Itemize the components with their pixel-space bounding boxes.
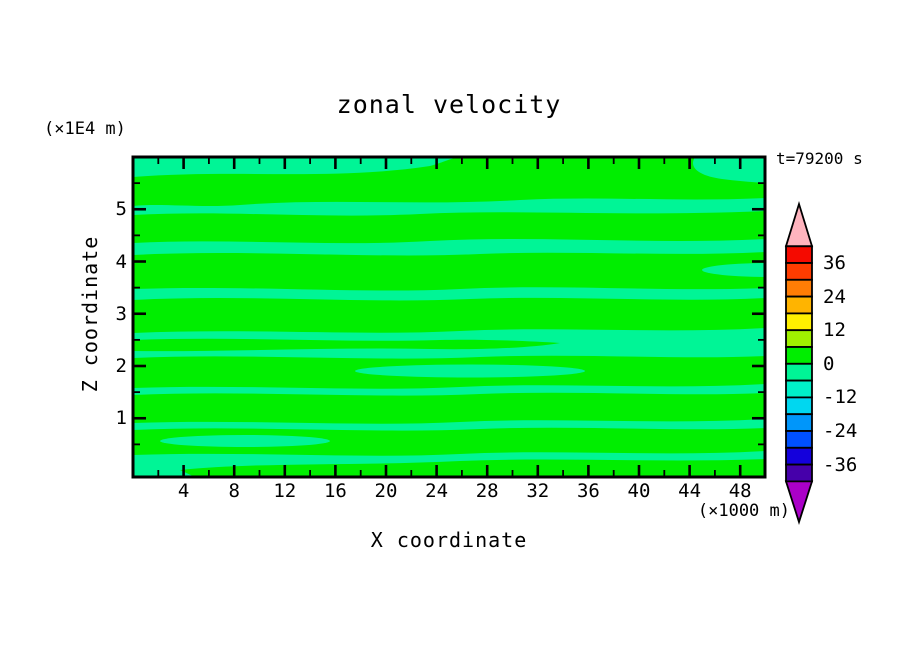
- x-tick-label: 44: [678, 480, 702, 502]
- colorbar-segment: [785, 346, 813, 365]
- axis-ticks: [133, 157, 765, 477]
- colorbar-tick-label: 12: [823, 319, 846, 342]
- colorbar-segment: [785, 262, 813, 281]
- colorbar-segment: [785, 362, 813, 382]
- contour-band-positive: [180, 459, 765, 477]
- contour-band-positive: [133, 157, 765, 206]
- y-tick-label: 3: [115, 302, 127, 325]
- colorbar-segment: [785, 312, 813, 332]
- plot-title: zonal velocity: [336, 90, 562, 119]
- x-tick-label: 32: [526, 480, 550, 502]
- colorbar-segment: [785, 329, 813, 348]
- contour-band-positive: [133, 427, 765, 456]
- colorbar: [784, 200, 814, 525]
- colorbar-tick-label: -12: [823, 386, 858, 409]
- colorbar-tick-label: 36: [823, 252, 846, 274]
- x-tick-label: 20: [374, 480, 398, 502]
- colorbar-segment: [785, 245, 813, 264]
- y-tick-label: 2: [115, 355, 127, 377]
- colorbar-segment: [785, 413, 813, 432]
- contour-lens-negative: [160, 435, 330, 447]
- colorbar-segment: [785, 396, 813, 416]
- x-tick-label: 36: [576, 480, 600, 502]
- contour-lens-negative: [355, 364, 585, 378]
- contour-lenses-negative: [160, 263, 765, 447]
- x-tick-label: 48: [728, 480, 752, 502]
- colorbar-over-arrow: [784, 200, 814, 248]
- x-tick-label: 24: [425, 480, 449, 502]
- contour-band-positive: [133, 211, 765, 244]
- plot-frame: [131, 155, 767, 479]
- x-tick-label: 28: [475, 480, 499, 502]
- contour-band-positive: [133, 252, 765, 291]
- colorbar-segment: [785, 295, 813, 315]
- x-tick-label: 8: [228, 480, 240, 502]
- y-axis-title: Z coordinate: [78, 235, 102, 393]
- time-annotation: t=79200 s: [776, 149, 863, 168]
- x-axis-unit-label: (×1000 m): [697, 501, 790, 521]
- y-tick-label: 4: [115, 250, 127, 273]
- colorbar-segment: [785, 379, 813, 399]
- colorbar-tick-label: -36: [823, 453, 858, 476]
- y-tick-label: 5: [115, 198, 127, 221]
- x-tick-label: 12: [273, 480, 297, 502]
- x-tick-label: 40: [627, 480, 651, 502]
- colorbar-segment: [785, 463, 813, 483]
- colorbar-under-arrow: [784, 480, 814, 525]
- colorbar-tick-label: -24: [823, 420, 858, 442]
- x-tick-label: 4: [177, 480, 190, 502]
- contour-band-positive: [133, 338, 560, 352]
- colorbar-segment: [785, 446, 813, 466]
- contour-lens-negative: [702, 263, 765, 277]
- x-axis-title: X coordinate: [370, 528, 528, 552]
- y-tick-label: 1: [115, 407, 127, 430]
- colorbar-segment: [785, 430, 813, 449]
- contour-band-positive: [133, 392, 765, 424]
- contour-band-positive: [133, 297, 765, 333]
- y-axis-unit-label: (×1E4 m): [44, 119, 126, 139]
- x-tick-label: 16: [323, 480, 347, 502]
- colorbar-tick-label: 0: [823, 352, 835, 375]
- colorbar-segment: [785, 278, 813, 298]
- colorbar-tick-label: 24: [823, 285, 846, 308]
